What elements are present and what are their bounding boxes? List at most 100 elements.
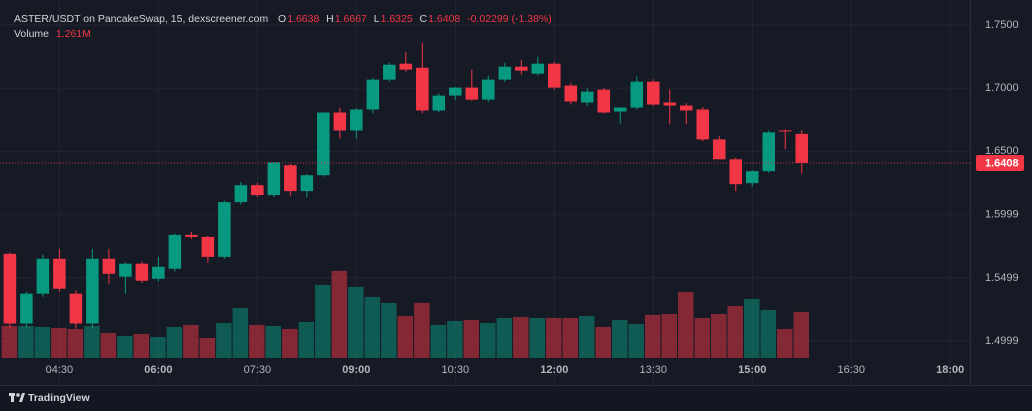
volume-bar [612,319,628,358]
volume-bar [51,327,67,358]
volume-bar [480,322,496,358]
volume-bar [414,302,430,358]
logo-part [11,393,14,402]
candle-body [581,91,594,103]
x-tick-label: 13:30 [639,364,667,376]
volume-bar [232,307,249,358]
candle-body [646,81,660,105]
low-label: L [373,13,380,25]
volume-bar [282,328,298,358]
y-tick-label: 1.5999 [985,209,1019,221]
x-tick-label: 04:30 [46,364,74,376]
low-value: 1.6325 [380,13,413,25]
volume-bar [199,337,216,358]
candle-body [201,236,215,257]
open-value: 1.6638 [287,13,320,25]
candle-body [218,202,231,257]
volume-bar [249,324,265,358]
volume-bar [776,328,793,358]
x-tick-label: 07:30 [244,364,272,376]
candle-body [432,95,446,111]
volume-bar [463,319,480,358]
candle-body [597,89,611,113]
candle-body [350,109,363,131]
volume-bar [364,296,381,358]
volume-bar [67,328,84,358]
volume-bar [562,317,579,358]
candle-body [3,253,17,324]
candle-body [679,105,693,111]
x-tick-label: 18:00 [936,364,964,376]
volume-bar [117,335,133,358]
x-tick-label: 15:00 [738,364,766,376]
volume-bar [34,326,51,358]
legend: ASTER/USDT on PancakeSwap, 15, dexscreen… [14,12,553,42]
candle-body [86,258,99,324]
candle-body [284,165,297,192]
volume-bar [496,317,513,358]
volume-bar [678,291,694,358]
candle-body [465,87,479,100]
candle-body [366,79,380,110]
candle-body [317,112,330,176]
legend-row: ASTER/USDT on PancakeSwap, 15, dexscreen… [14,12,553,27]
volume-bar [183,324,199,358]
x-tick-label: 10:30 [442,364,470,376]
volume-bar [546,317,562,358]
volume-bar [447,320,463,358]
volume-bar [166,326,183,358]
last-price-box [976,154,1024,171]
volume-bar [1,325,18,358]
volume-bar [84,325,100,358]
close-label: C [419,13,428,25]
candle-body [234,185,248,203]
volume-bar [513,316,529,358]
y-tick-label: 1.6500 [985,145,1019,157]
brand-logo[interactable]: TradingView [9,392,90,404]
candle-body [729,159,743,185]
change: -0.02299 (-1.38%) [467,13,552,25]
volume-legend: Volume 1.261M [14,27,553,42]
y-tick-label: 1.7500 [985,19,1019,31]
volume-bar [793,311,809,358]
candle-body [712,139,726,160]
x-tick-label: 06:00 [144,364,172,376]
volume-bar [760,309,776,358]
volume-bar [216,322,232,358]
volume-bar [100,332,117,358]
volume-bar [628,323,645,358]
candle-body [795,133,809,163]
candle-body [745,171,759,184]
volume-bar [694,317,711,358]
candle-body [449,87,462,96]
volume-bar [18,325,34,358]
open-label: O [278,13,287,25]
candle-body [564,85,578,102]
volume-bar [265,325,282,358]
x-tick-label: 12:00 [540,364,568,376]
candle-body [20,293,33,324]
volume-value: 1.261M [55,28,91,40]
candle-body [548,63,561,88]
candle-body [251,185,264,196]
x-tick-label: 09:00 [342,364,370,376]
volume-bar [579,315,595,358]
last-price-label: 1.6408 [985,157,1019,169]
volume-bar [595,326,612,358]
candle-body [69,293,83,324]
candle-body [119,263,132,277]
symbol-title: ASTER/USDT on PancakeSwap, 15, dexscreen… [14,13,269,25]
y-tick-label: 1.5499 [985,272,1019,284]
volume-bar [331,270,348,358]
y-tick-label: 1.7000 [985,82,1019,94]
volume-bar [727,305,743,358]
candle-body [778,130,792,132]
high-label: H [326,13,334,25]
brand: TradingView [28,392,90,404]
candle-body [36,258,50,294]
candle-body [482,79,495,100]
logo-part [16,393,20,397]
volume-bar [430,324,447,358]
